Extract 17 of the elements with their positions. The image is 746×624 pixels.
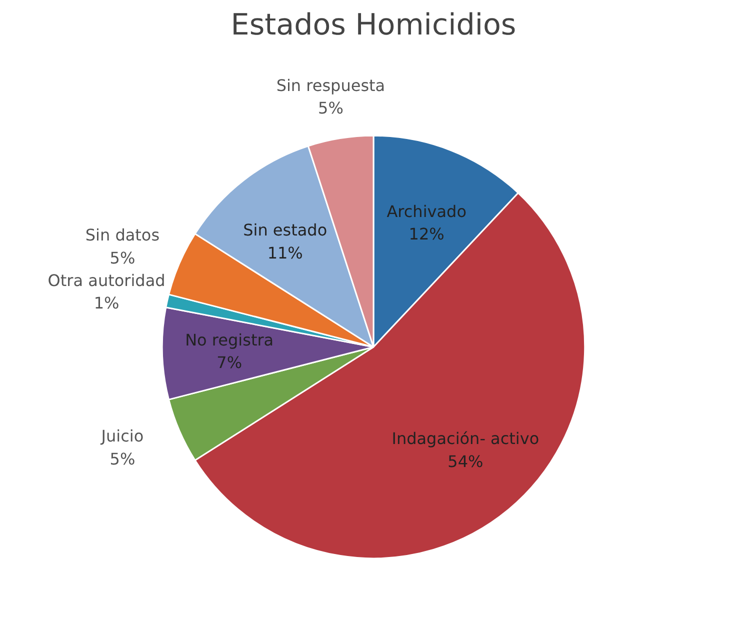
- data-label: 5%: [110, 450, 136, 469]
- slice-label: Sin datos: [85, 225, 160, 244]
- data-label: 12%: [408, 224, 444, 244]
- data-label: 7%: [216, 353, 242, 372]
- data-label: 54%: [448, 452, 484, 471]
- slice-label: Archivado: [386, 202, 466, 221]
- data-label: 11%: [267, 243, 303, 262]
- slice-label: Indagación- activo: [392, 429, 540, 448]
- slice-label: Otra autoridad: [48, 270, 166, 290]
- chart-title: Estados Homicidios: [230, 8, 516, 42]
- slice-label: Sin respuesta: [276, 76, 386, 95]
- data-label: 5%: [318, 98, 344, 118]
- slice-label: Juicio: [100, 426, 144, 446]
- slice-label: No registra: [185, 330, 274, 350]
- data-label: 5%: [110, 248, 136, 268]
- data-label: 1%: [94, 294, 120, 313]
- slice-label: Sin estado: [243, 220, 328, 240]
